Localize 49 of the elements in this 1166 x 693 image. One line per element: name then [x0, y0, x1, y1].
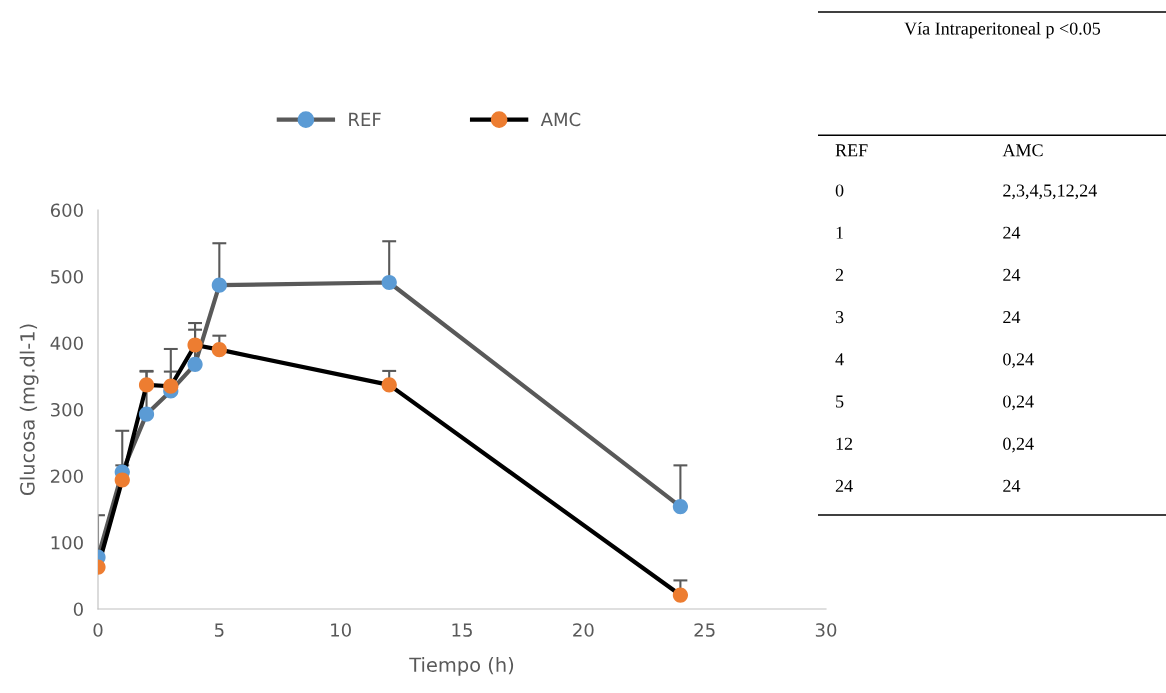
text: 24 — [1003, 311, 1021, 324]
text: 0,24 — [1003, 437, 1034, 453]
x-tick-label: 0 — [93, 623, 103, 637]
x-tick-label: 15 — [452, 623, 472, 637]
y-tick-label: 200 — [50, 469, 83, 484]
text: 24 — [1003, 226, 1021, 239]
text: 5 — [836, 395, 844, 408]
point — [187, 356, 203, 372]
legend-label: AMC — [540, 112, 581, 127]
text: 2 — [835, 268, 844, 281]
text: 1 — [836, 226, 843, 239]
point — [672, 587, 689, 603]
text: 24 — [835, 479, 853, 492]
point — [138, 406, 155, 422]
x-tick-label: 5 — [214, 623, 224, 637]
x-tick-label: 20 — [573, 623, 594, 637]
point — [211, 342, 227, 358]
y-axis-title: Glucosa (mg.dl-1) — [19, 324, 39, 496]
point — [114, 472, 130, 488]
text: 3 — [835, 311, 844, 324]
text: 2,3,4,5,12,24 — [1003, 184, 1097, 200]
point — [381, 274, 397, 291]
point — [138, 377, 155, 393]
x-tick-label: 10 — [331, 623, 351, 637]
y-tick-label: 0 — [73, 602, 83, 617]
text: 0 — [835, 184, 844, 197]
text: 0,24 — [1003, 395, 1034, 411]
text: REF — [835, 144, 868, 157]
y-tick-label: 600 — [50, 203, 83, 218]
legend-label: REF — [349, 112, 381, 126]
text: 24 — [1003, 268, 1021, 281]
point — [187, 337, 203, 353]
y-tick-label: 100 — [51, 535, 83, 550]
x-tick-label: 30 — [815, 623, 837, 637]
point — [672, 498, 689, 515]
x-axis-title: Tiempo (h) — [409, 657, 514, 676]
text: Vía Intraperitoneal p <0.05 — [904, 21, 1101, 39]
text: 24 — [1003, 479, 1021, 492]
point — [211, 277, 227, 293]
y-tick-label: 300 — [51, 402, 83, 417]
point — [381, 377, 397, 393]
point — [163, 378, 179, 394]
y-tick-label: 400 — [50, 336, 83, 351]
text: 4 — [835, 353, 844, 366]
text: 12 — [836, 437, 853, 450]
y-tick-label: 500 — [51, 269, 83, 284]
text: AMC — [1002, 144, 1043, 157]
text: 0,24 — [1003, 353, 1034, 368]
x-tick-label: 25 — [694, 623, 715, 637]
